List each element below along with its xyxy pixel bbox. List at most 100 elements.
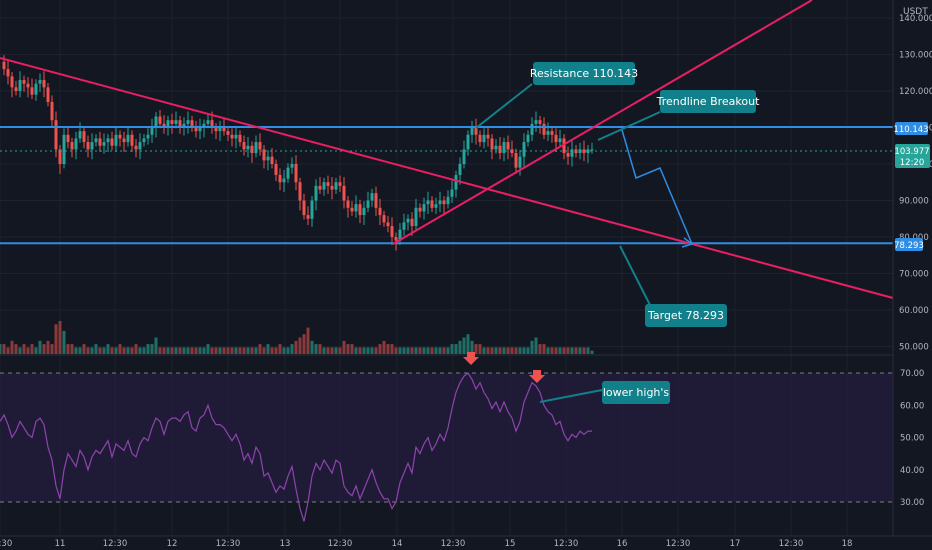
- candle-body: [42, 80, 46, 88]
- price-tick-label: 120.000: [899, 87, 932, 97]
- candle-body: [78, 131, 82, 139]
- candle-body: [82, 131, 86, 143]
- candle-body: [314, 185, 318, 201]
- candle-body: [130, 134, 134, 146]
- volume-bar: [574, 347, 578, 354]
- time-tick-label: 12: [167, 539, 178, 549]
- candle-body: [158, 116, 162, 124]
- lower-highs-callout[interactable]: [602, 381, 670, 404]
- candle-body: [246, 145, 250, 150]
- volume-bar: [138, 347, 142, 354]
- volume-bar: [282, 347, 286, 354]
- volume-bar: [570, 347, 574, 354]
- volume-bar: [70, 344, 74, 354]
- candle-body: [226, 131, 230, 135]
- candle-body: [354, 204, 358, 212]
- candle-body: [278, 174, 282, 183]
- target-callout-pointer: [619, 245, 651, 306]
- candle-body: [170, 120, 174, 124]
- breakout-callout-text: Trendline Breakout: [656, 95, 760, 108]
- candle-body: [250, 145, 254, 154]
- volume-bar: [582, 347, 586, 354]
- volume-bar: [62, 330, 66, 354]
- candle-body: [50, 101, 54, 121]
- volume-bar: [262, 347, 266, 354]
- time-tick-label: 12:30: [666, 539, 691, 549]
- volume-bar: [178, 347, 182, 354]
- candle-body: [150, 127, 154, 135]
- rsi-axis[interactable]: 70.00 60.00 50.00 40.00 30.00: [900, 369, 924, 508]
- candle-body: [362, 207, 366, 216]
- volume-bar: [298, 337, 302, 354]
- target-price-badge: [895, 238, 923, 251]
- candle-body: [194, 127, 198, 132]
- candle-body: [446, 196, 450, 205]
- candle-body: [530, 123, 534, 135]
- volume-bar: [230, 347, 234, 354]
- candle-body: [378, 207, 382, 216]
- volume-bar: [234, 347, 238, 354]
- candle-body: [282, 178, 286, 183]
- volume-bar: [402, 347, 406, 354]
- candle-body: [514, 153, 518, 168]
- candle-body: [554, 134, 558, 143]
- candle-body: [370, 193, 374, 201]
- candle-body: [494, 145, 498, 150]
- current-price-badge: [895, 144, 930, 168]
- time-axis[interactable]: 12:30 11 12:30 12 12:30 13 12:30 14 12:30 15 12:30…: [0, 539, 852, 549]
- candle-body: [98, 138, 102, 146]
- resistance-callout[interactable]: [533, 62, 635, 85]
- breakout-callout[interactable]: [660, 90, 756, 113]
- candle-body: [586, 149, 590, 154]
- target-callout[interactable]: [645, 304, 727, 327]
- candle-body: [570, 149, 574, 157]
- candle-body: [398, 229, 402, 241]
- volume-bar: [154, 337, 158, 354]
- candle-body: [458, 164, 462, 175]
- volume-bar: [590, 350, 594, 354]
- price-tick-label: 70.000: [899, 270, 929, 280]
- volume-bar: [414, 347, 418, 354]
- candle-body: [74, 138, 78, 150]
- volume-bar: [398, 347, 402, 354]
- volume-bar: [114, 347, 118, 354]
- candle-body: [502, 142, 506, 154]
- volume-bar: [218, 347, 222, 354]
- candle-body: [242, 142, 246, 150]
- price-tick-label: 140.000: [899, 14, 932, 24]
- volume-bar: [530, 340, 534, 354]
- volume-bar: [82, 344, 86, 354]
- volume-bar: [534, 337, 538, 354]
- volume-bar: [386, 344, 390, 354]
- volume-bar: [38, 340, 42, 354]
- time-tick-label: 12:30: [554, 539, 579, 549]
- volume-bar: [490, 347, 494, 354]
- candle-body: [410, 218, 414, 227]
- volume-bar: [242, 347, 246, 354]
- time-tick-label: 16: [617, 539, 628, 549]
- candle-body: [374, 193, 378, 208]
- volume-bar: [78, 347, 82, 354]
- volume-bar: [206, 344, 210, 354]
- candle-body: [274, 164, 278, 175]
- candle-body: [306, 215, 310, 219]
- volume-bar: [374, 347, 378, 354]
- candle-body: [186, 120, 190, 124]
- volume-bar: [174, 347, 178, 354]
- current-price-time: 12:20: [900, 158, 925, 168]
- candle-body: [358, 204, 362, 216]
- volume-bar: [34, 347, 38, 354]
- candle-body: [138, 142, 142, 150]
- volume-bar: [274, 347, 278, 354]
- volume-bar: [202, 347, 206, 354]
- uptrend-line[interactable]: [392, 0, 813, 245]
- rsi-tick-label: 60.00: [900, 401, 924, 411]
- candle-body: [438, 200, 442, 205]
- volume-bar: [334, 347, 338, 354]
- volume-bar: [90, 347, 94, 354]
- candle-body: [482, 134, 486, 143]
- downtrend-line[interactable]: [0, 57, 894, 299]
- volume-bar: [354, 347, 358, 354]
- candle-body: [390, 226, 394, 237]
